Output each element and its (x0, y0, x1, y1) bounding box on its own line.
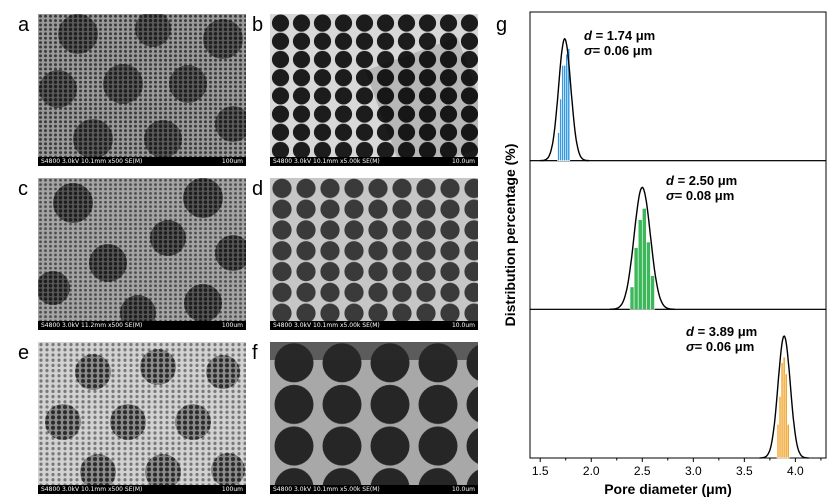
gaussian-fit-curve (540, 37, 590, 162)
stat-label-1: d = 1.74 μm σ= 0.06 μm (584, 28, 655, 58)
x-tick-label: 2.0 (583, 464, 600, 478)
sigma-symbol: σ (666, 188, 675, 203)
histogram-bar (784, 373, 788, 459)
histogram-bar (563, 65, 567, 161)
d-symbol: d (666, 173, 674, 188)
d-value: = 1.74 μm (595, 28, 656, 43)
panel-letter-g: g (496, 14, 508, 36)
histogram-bar (565, 53, 569, 161)
histogram-bar (633, 247, 639, 310)
sem-image-a: S4800 3.0kV 10.1mm x500 SE(M) 100um (38, 14, 246, 166)
stat-label-2: d = 2.50 μm σ= 0.08 μm (666, 173, 737, 203)
panel-letter-b: b (252, 14, 264, 36)
histogram-bar (650, 275, 655, 310)
x-tick-label: 3.0 (685, 464, 702, 478)
d-symbol: d (686, 324, 694, 339)
sem-info-text: S4800 3.0kV 10.1mm x5.00k SE(M) (273, 322, 380, 329)
sem-info-bar: S4800 3.0kV 10.1mm x5.00k SE(M) 10.0um (270, 157, 478, 166)
sem-info-text: S4800 3.0kV 10.1mm x500 SE(M) (41, 486, 143, 493)
sem-scale-text: 100um (221, 158, 243, 165)
sem-info-bar: S4800 3.0kV 10.1mm x5.00k SE(M) 10.0um (270, 485, 478, 494)
sem-scale-text: 10.0um (451, 322, 475, 329)
histogram-bar (782, 356, 786, 459)
panel-letter-f: f (252, 342, 258, 364)
histogram-bar (776, 424, 780, 459)
histogram-bar (646, 241, 651, 310)
sem-scale-text: 10.0um (451, 158, 475, 165)
sem-info-bar: S4800 3.0kV 10.1mm x500 SE(M) 100um (38, 485, 246, 494)
d-value: = 3.89 μm (697, 324, 758, 339)
x-tick-label: 3.5 (736, 464, 753, 478)
histogram-bar (780, 362, 784, 459)
d-value: = 2.50 μm (677, 173, 738, 188)
sem-scale-text: 100um (221, 486, 243, 493)
histogram-bar (786, 424, 790, 459)
sem-image-d: S4800 3.0kV 10.1mm x5.00k SE(M) 10.0um (270, 178, 478, 330)
sem-image-f: S4800 3.0kV 10.1mm x5.00k SE(M) 10.0um (270, 342, 478, 494)
sem-info-text: S4800 3.0kV 10.1mm x500 SE(M) (41, 158, 143, 165)
sem-info-bar: S4800 3.0kV 11.2mm x500 SE(M) 100um (38, 321, 246, 330)
sem-image-b: S4800 3.0kV 10.1mm x5.00k SE(M) 10.0um (270, 14, 478, 166)
histogram-bar (629, 286, 635, 310)
x-tick-label: 4.0 (787, 464, 804, 478)
sem-scale-text: 10.0um (451, 486, 475, 493)
sigma-value: = 0.06 μm (694, 339, 755, 354)
d-symbol: d (584, 28, 592, 43)
sem-info-text: S4800 3.0kV 11.2mm x500 SE(M) (41, 322, 143, 329)
sem-image-c: S4800 3.0kV 11.2mm x500 SE(M) 100um (38, 178, 246, 330)
plot-frame (529, 11, 827, 162)
histogram-bar (561, 65, 564, 161)
sem-image-e: S4800 3.0kV 10.1mm x500 SE(M) 100um (38, 342, 246, 494)
sigma-symbol: σ (686, 339, 695, 354)
sem-info-text: S4800 3.0kV 10.1mm x5.00k SE(M) (273, 158, 380, 165)
histogram-bar (567, 48, 571, 161)
panel-letter-a: a (18, 14, 30, 36)
x-axis-label: Pore diameter (μm) (604, 481, 732, 497)
histogram-bar (637, 219, 643, 310)
gaussian-fit-curve (609, 186, 675, 310)
sigma-symbol: σ (584, 43, 593, 58)
histogram-bar (778, 396, 782, 459)
histogram-bar (557, 132, 560, 161)
x-tick-label: 2.5 (634, 464, 651, 478)
panel-letter-e: e (18, 342, 30, 364)
panel-letter-c: c (18, 178, 28, 200)
sigma-value: = 0.08 μm (674, 188, 735, 203)
sem-info-text: S4800 3.0kV 10.1mm x5.00k SE(M) (273, 486, 380, 493)
histogram-bar (641, 208, 647, 310)
sem-scale-text: 100um (221, 322, 243, 329)
plot-frame (529, 308, 827, 459)
sem-info-bar: S4800 3.0kV 10.1mm x5.00k SE(M) 10.0um (270, 321, 478, 330)
x-tick-label: 1.5 (532, 464, 549, 478)
gaussian-fit-curve (759, 335, 809, 459)
sigma-value: = 0.06 μm (592, 43, 653, 58)
sem-info-bar: S4800 3.0kV 10.1mm x500 SE(M) 100um (38, 157, 246, 166)
panel-letter-d: d (252, 178, 264, 200)
histogram-bar (559, 98, 562, 161)
stat-label-3: d = 3.89 μm σ= 0.06 μm (686, 324, 757, 354)
y-axis-label: Distribution percentage (%) (502, 144, 518, 327)
